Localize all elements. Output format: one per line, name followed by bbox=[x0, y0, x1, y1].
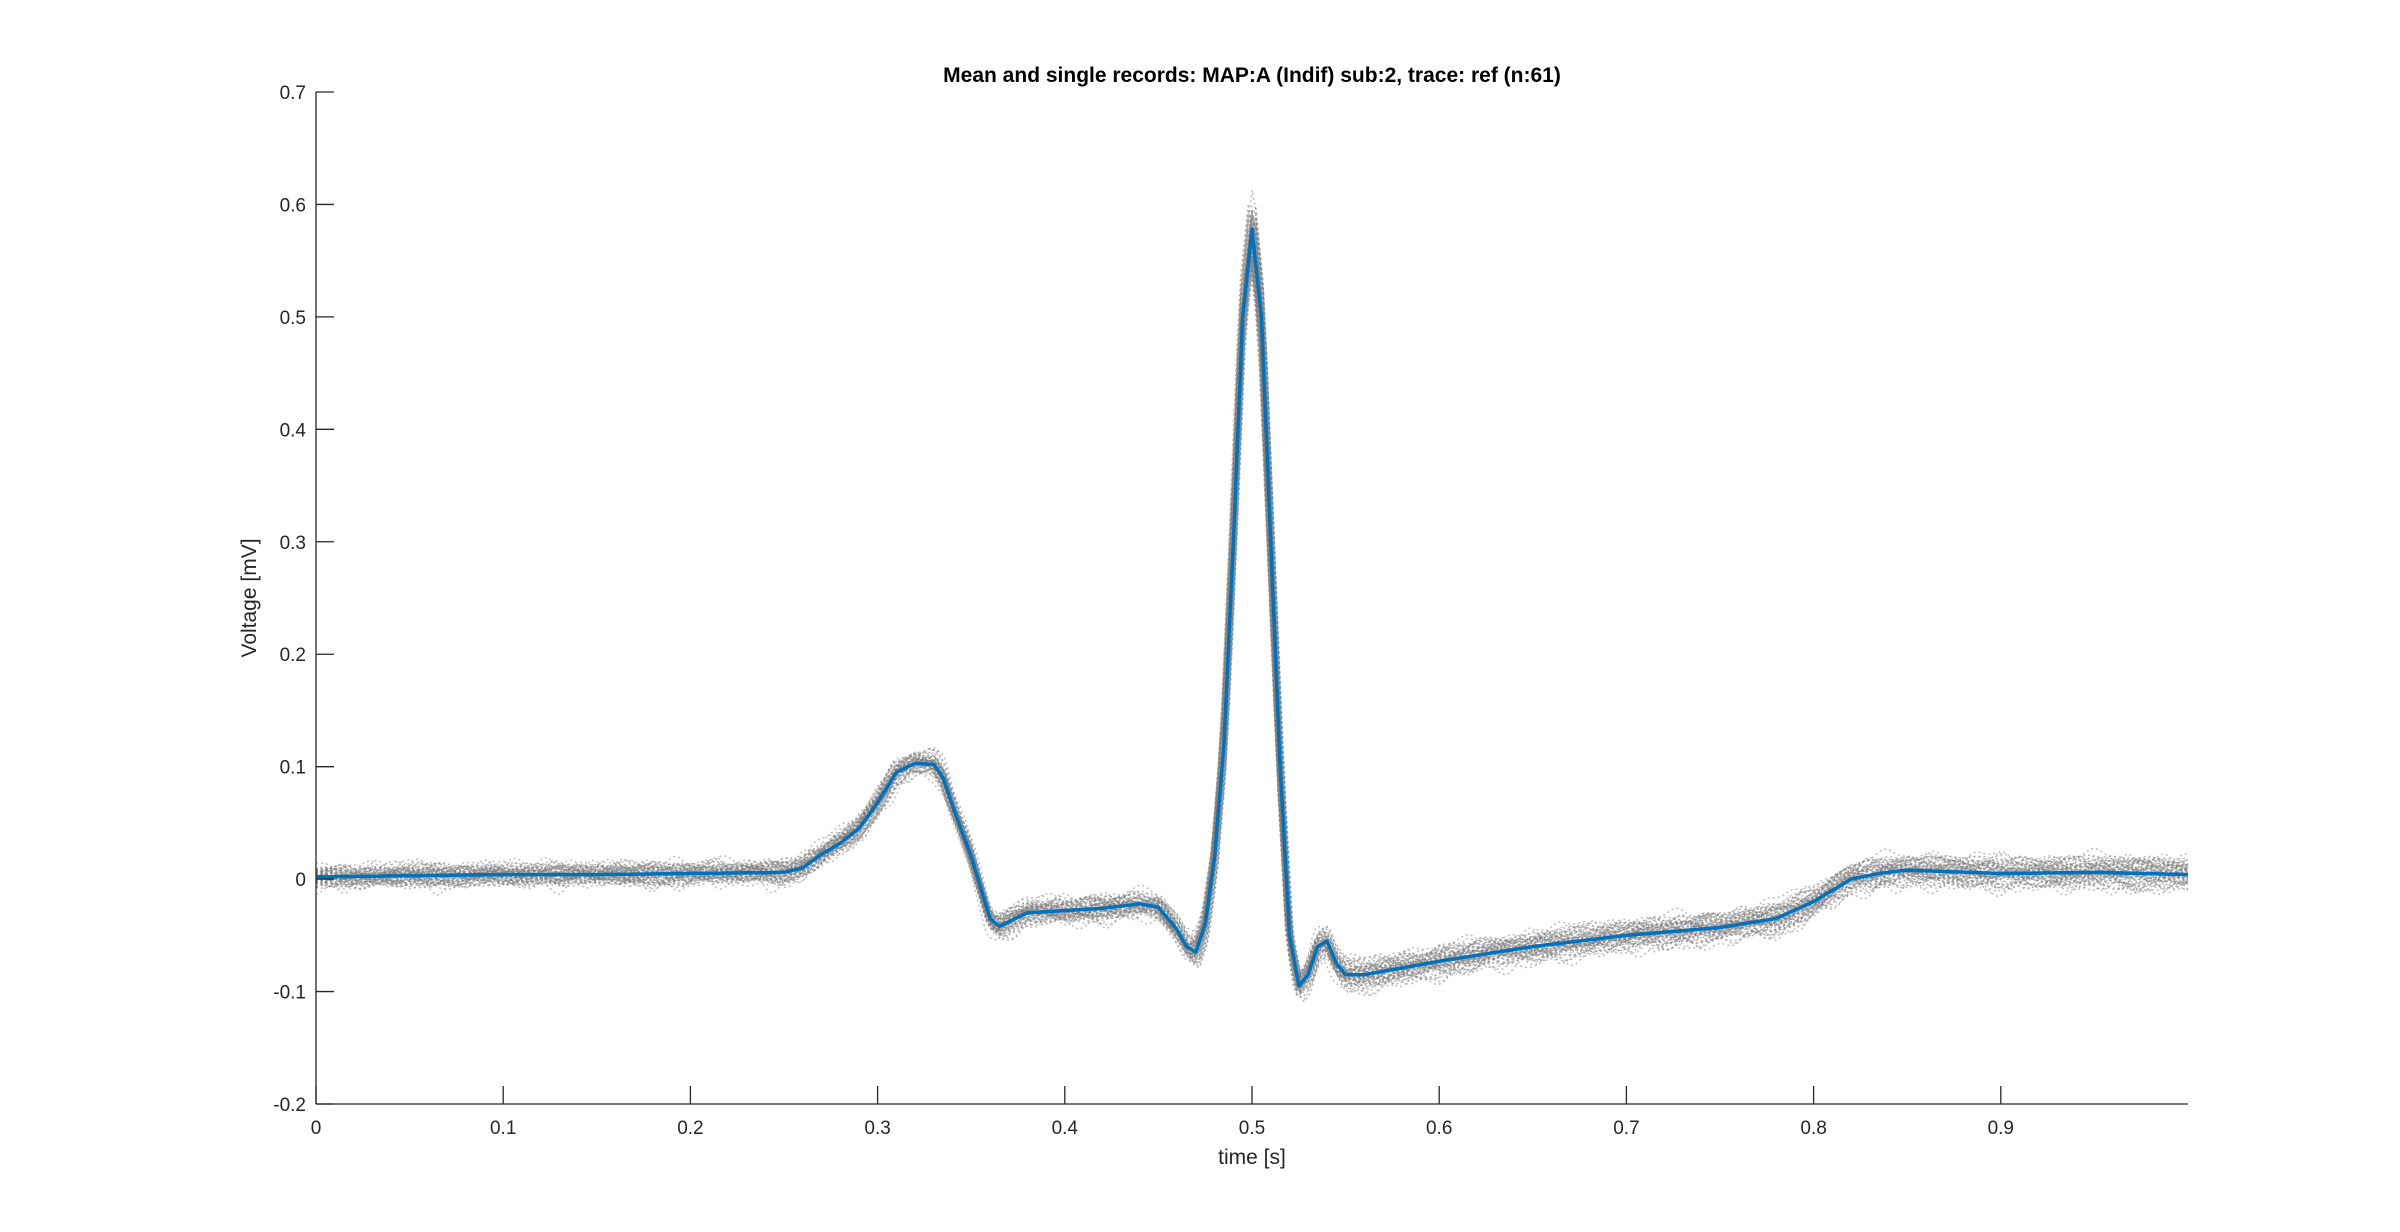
x-tick-label: 0.6 bbox=[1426, 1118, 1452, 1139]
single-record-line bbox=[315, 236, 2189, 977]
single-record-line bbox=[315, 229, 2189, 983]
y-tick-label: -0.2 bbox=[273, 1095, 306, 1116]
y-tick-label: 0.7 bbox=[280, 83, 306, 104]
single-record-line bbox=[315, 244, 2189, 977]
x-tick-label: 0.7 bbox=[1613, 1118, 1639, 1139]
y-tick-label: 0.2 bbox=[280, 645, 306, 666]
y-tick-label: 0.6 bbox=[280, 195, 306, 216]
x-tick-label: 0.9 bbox=[1988, 1118, 2014, 1139]
single-record-line bbox=[315, 237, 2189, 990]
chart-title: Mean and single records: MAP:A (Indif) s… bbox=[943, 64, 1561, 87]
single-record-line bbox=[315, 241, 2189, 985]
single-record-line bbox=[316, 274, 2189, 993]
axes: 0 0.1 0.2 0.3 0.4 0.5 0.6 0.7 0.8 0.9 -0.2 -0.1 0 0.1… bbox=[273, 83, 2188, 1139]
y-tick-label: 0.3 bbox=[280, 533, 306, 554]
x-tick-label: 0.3 bbox=[864, 1118, 890, 1139]
single-record-line bbox=[315, 263, 2189, 987]
y-tick-label: 0.5 bbox=[280, 308, 306, 329]
single-record-line bbox=[315, 216, 2189, 1003]
mean-record bbox=[315, 227, 2188, 988]
y-axis-label: Voltage [mV] bbox=[238, 538, 261, 657]
single-record-line bbox=[315, 228, 2189, 997]
y-tick-label: 0 bbox=[295, 870, 306, 891]
single-record-line bbox=[315, 228, 2189, 980]
single-record-line bbox=[315, 225, 2189, 983]
single-record-line bbox=[315, 213, 2189, 991]
x-tick-label: 0.4 bbox=[1052, 1118, 1079, 1139]
x-tick-label: 0.2 bbox=[677, 1118, 703, 1139]
y-tick-label: -0.1 bbox=[273, 983, 306, 1004]
single-record-line bbox=[315, 206, 2189, 980]
single-record-line bbox=[315, 245, 2189, 989]
x-tick-label: 0 bbox=[311, 1118, 322, 1139]
x-tick-label: 0.5 bbox=[1239, 1118, 1265, 1139]
x-axis-label: time [s] bbox=[1218, 1146, 1286, 1169]
mean-record-line bbox=[315, 227, 2188, 988]
y-tick-label: 0.1 bbox=[280, 758, 306, 779]
single-record-line bbox=[315, 225, 2189, 1001]
x-tick-label: 0.8 bbox=[1800, 1118, 1826, 1139]
y-tick-label: 0.4 bbox=[280, 420, 307, 441]
single-record-line bbox=[315, 189, 2189, 988]
single-record-line bbox=[315, 247, 2189, 982]
single-record-line bbox=[315, 223, 2189, 983]
single-record-line bbox=[315, 211, 2189, 990]
x-tick-label: 0.1 bbox=[490, 1118, 516, 1139]
single-record-line bbox=[315, 205, 2189, 997]
